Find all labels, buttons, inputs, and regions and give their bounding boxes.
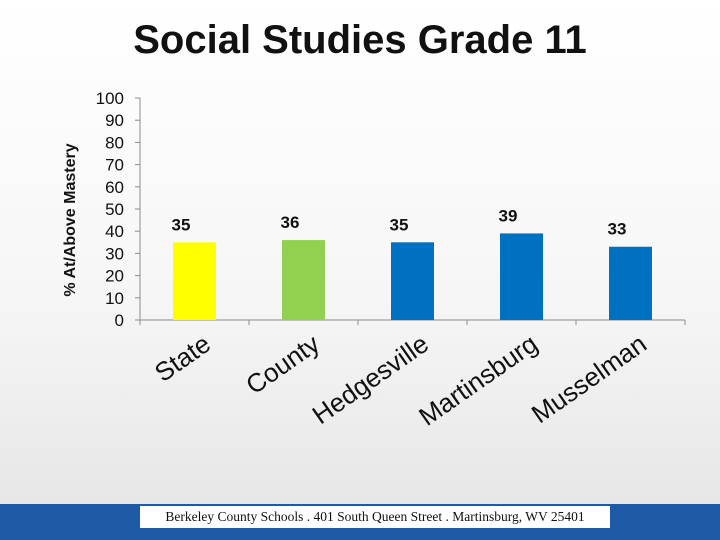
y-tick-label: 80 xyxy=(105,133,124,152)
data-labels: 35 36 35 39 33 xyxy=(172,206,627,238)
y-tick-label: 50 xyxy=(105,200,124,219)
x-tick-label: County xyxy=(240,328,325,400)
x-axis-labels: State CountyHedgesvilleMartinsburgMusselm… xyxy=(149,328,652,431)
y-tick-label: 70 xyxy=(105,156,124,175)
footer-address: Berkeley County Schools . 401 South Quee… xyxy=(140,506,610,528)
data-label: 36 xyxy=(281,213,300,232)
bar-musselman xyxy=(609,246,652,320)
bar-martinsburg xyxy=(500,233,543,320)
y-tick-label: 10 xyxy=(105,289,124,308)
y-tick-label: 20 xyxy=(105,267,124,286)
y-tick-label: 100 xyxy=(96,89,124,108)
x-tick-label: State xyxy=(149,328,216,387)
data-label: 35 xyxy=(172,215,191,234)
data-label: 33 xyxy=(608,220,627,239)
bar-hedgesville xyxy=(391,242,434,320)
y-tick-label: 60 xyxy=(105,178,124,197)
x-tick-label: Hedgesville xyxy=(307,328,434,430)
y-tick-label: 90 xyxy=(105,111,124,130)
y-axis-ticks: 0 10 20 30 40 50 60 70 80 90 100 xyxy=(96,89,140,330)
bar-state xyxy=(173,242,216,320)
bar-chart: 0 10 20 30 40 50 60 70 80 90 100 35 36 35 39 33 State C… xyxy=(62,89,686,432)
chart-bars xyxy=(173,233,652,320)
y-tick-label: 40 xyxy=(105,222,124,241)
data-label: 35 xyxy=(390,215,409,234)
y-tick-label: 30 xyxy=(105,244,124,263)
data-label: 39 xyxy=(499,206,518,225)
y-tick-label: 0 xyxy=(115,311,124,330)
y-axis-label: % At/Above Mastery xyxy=(62,143,79,296)
bar-county xyxy=(282,240,325,320)
chart-title: Social Studies Grade 11 xyxy=(133,18,587,62)
x-tick-label: Martinsburg xyxy=(413,328,543,431)
x-tick-label: Musselman xyxy=(526,328,652,429)
